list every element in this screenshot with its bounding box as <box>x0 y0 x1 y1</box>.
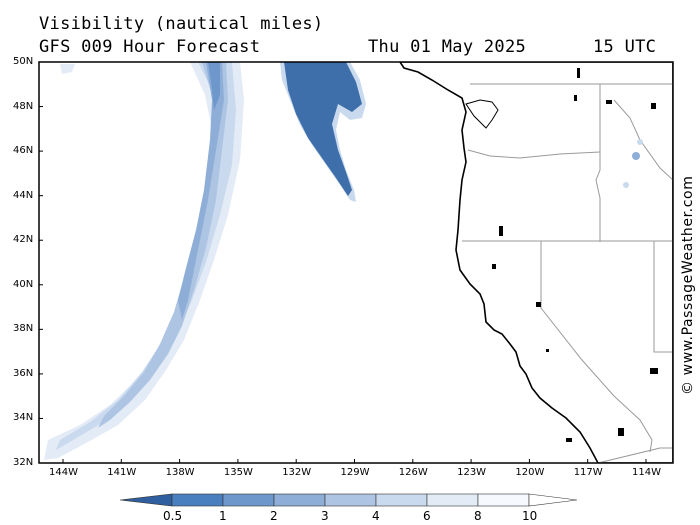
reduced-visibility-band-west <box>44 62 244 460</box>
latitude-label: 36N <box>13 367 34 379</box>
longitude-label: 135W <box>223 467 253 478</box>
latitude-label: 38N <box>13 323 34 335</box>
longitude-label: 132W <box>282 467 312 478</box>
legend-value-label: 10 <box>522 509 538 523</box>
legend-swatch <box>324 493 377 507</box>
longitude-label: 117W <box>573 467 603 478</box>
latitude-label: 34N <box>13 412 34 424</box>
legend-swatch <box>375 493 428 507</box>
model-forecast-label: GFS 009 Hour Forecast <box>39 37 261 57</box>
legend-low-arrow <box>119 493 173 507</box>
legend-high-arrow <box>528 493 578 507</box>
legend-swatch <box>171 493 224 507</box>
forecast-time: 15 UTC <box>593 37 657 57</box>
map-frame <box>38 61 674 464</box>
legend-value-label: 4 <box>372 509 380 523</box>
legend-value-label: 8 <box>474 509 482 523</box>
legend-value-label: 6 <box>423 509 431 523</box>
longitude-label: 141W <box>107 467 137 478</box>
longitude-label: 120W <box>515 467 545 478</box>
longitude-label: 123W <box>457 467 487 478</box>
longitude-label: 144W <box>49 467 78 478</box>
longitude-label: 114W <box>632 467 661 478</box>
inland-visibility-patches <box>623 139 643 188</box>
visibility-color-legend <box>119 493 578 507</box>
legend-swatch <box>477 493 530 507</box>
legend-value-label: 0.5 <box>163 509 183 523</box>
latitude-label: 44N <box>13 189 34 201</box>
latitude-label: 40N <box>13 278 34 290</box>
political-borders <box>462 83 673 463</box>
latitude-label: 48N <box>13 100 34 112</box>
latitude-label: 50N <box>13 56 34 67</box>
legend-swatch <box>426 493 479 507</box>
latitude-label: 32N <box>13 457 34 468</box>
inland-water-features <box>492 68 658 442</box>
legend-swatch <box>273 493 326 507</box>
legend-value-label: 3 <box>321 509 329 523</box>
latitude-label: 46N <box>13 145 34 157</box>
legend-value-label: 1 <box>219 509 227 523</box>
legend-value-label: 2 <box>270 509 278 523</box>
latitude-label: 42N <box>13 234 34 246</box>
longitude-label: 126W <box>398 467 428 478</box>
map-title: Visibility (nautical miles) <box>39 14 324 34</box>
north-america-landmass <box>399 62 673 463</box>
low-visibility-area-offshore <box>280 62 366 202</box>
longitude-label: 138W <box>165 467 195 478</box>
copyright-credit: © www.PassageWeather.com <box>680 175 696 395</box>
forecast-date: Thu 01 May 2025 <box>368 37 527 57</box>
longitude-label: 129W <box>340 467 370 478</box>
legend-swatch <box>222 493 275 507</box>
